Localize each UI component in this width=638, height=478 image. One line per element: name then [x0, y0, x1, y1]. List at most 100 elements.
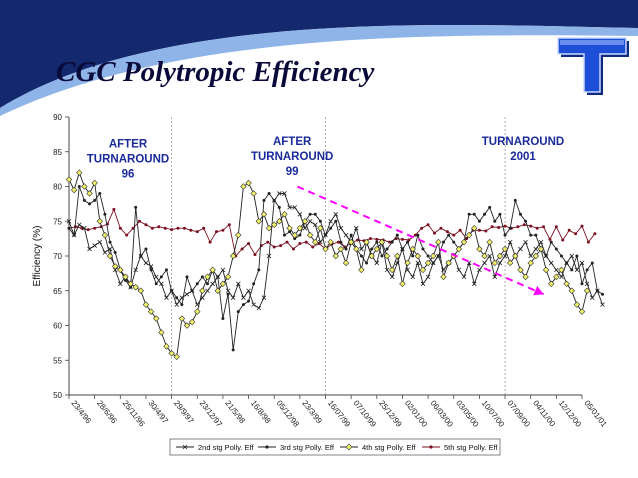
- series-2: [67, 185, 605, 352]
- data-point: [236, 281, 241, 287]
- x-tick-label: 16/8/98: [249, 399, 273, 426]
- data-point: [118, 226, 122, 230]
- data-point: [547, 280, 555, 288]
- data-point: [65, 176, 73, 183]
- data-point: [394, 252, 401, 260]
- data-point: [208, 240, 212, 244]
- data-point: [538, 239, 544, 245]
- legend-label: 4th stg Polly. Eff: [362, 443, 416, 452]
- data-point: [270, 221, 278, 228]
- data-point: [416, 233, 420, 237]
- data-point: [205, 288, 210, 294]
- data-point: [82, 198, 86, 202]
- data-point: [93, 226, 97, 230]
- data-point: [288, 230, 292, 234]
- data-point: [471, 224, 478, 232]
- data-point: [285, 240, 289, 244]
- data-point: [277, 205, 281, 209]
- data-point: [549, 240, 553, 244]
- x-tick-label: 10/07/00: [480, 399, 507, 430]
- data-point: [92, 243, 97, 248]
- y-tick-label: 90: [53, 113, 62, 122]
- data-point: [122, 273, 129, 281]
- data-point: [98, 191, 102, 195]
- legend-marker: [265, 445, 269, 449]
- data-point: [175, 296, 179, 300]
- data-point: [262, 198, 266, 202]
- x-tick-label: 07/10/99: [352, 399, 379, 430]
- data-point: [574, 267, 580, 273]
- data-point: [153, 274, 159, 280]
- data-point: [182, 226, 186, 230]
- data-point: [173, 353, 180, 360]
- data-point: [445, 259, 452, 267]
- data-point: [67, 226, 71, 230]
- data-point: [583, 287, 591, 294]
- annotation-2-line: AFTER: [273, 136, 312, 148]
- data-point: [206, 282, 210, 286]
- data-point: [282, 191, 287, 196]
- data-point: [365, 261, 369, 265]
- data-point: [86, 190, 93, 197]
- data-point: [102, 250, 108, 255]
- data-point: [287, 205, 292, 210]
- data-point: [452, 233, 456, 237]
- data-point: [225, 288, 231, 294]
- data-point: [117, 266, 124, 274]
- data-point: [513, 198, 517, 202]
- data-point: [426, 254, 430, 258]
- data-point: [516, 225, 520, 229]
- data-point: [279, 244, 283, 248]
- data-point: [528, 253, 533, 259]
- series-3: [65, 169, 591, 360]
- data-point: [308, 212, 312, 216]
- data-point: [420, 226, 424, 230]
- data-point: [374, 260, 380, 266]
- data-point: [282, 233, 286, 237]
- data-point: [164, 268, 168, 272]
- data-point: [291, 231, 298, 239]
- data-point: [421, 247, 425, 251]
- data-point: [336, 240, 340, 244]
- x-tick-label: 25/11/96: [121, 399, 147, 429]
- data-point: [575, 254, 579, 258]
- data-point: [512, 252, 519, 260]
- annotation-1-line: TURNAROUND: [87, 154, 169, 166]
- data-point: [344, 247, 348, 251]
- data-point: [313, 212, 317, 216]
- data-point: [415, 260, 421, 266]
- data-point: [483, 212, 487, 216]
- data-point: [317, 224, 324, 232]
- data-point: [281, 211, 288, 218]
- data-point: [503, 224, 507, 228]
- data-point: [433, 231, 437, 235]
- data-point: [276, 218, 283, 225]
- data-point: [221, 228, 225, 232]
- series-1: [66, 191, 605, 311]
- y-tick-label: 80: [53, 183, 62, 192]
- data-point: [101, 231, 109, 239]
- data-point: [388, 240, 392, 244]
- legend-label: 3rd stg Polly. Eff: [280, 443, 335, 452]
- data-point: [257, 268, 261, 272]
- plot-area: [69, 117, 582, 395]
- x-tick-label: 21/5/98: [223, 399, 247, 426]
- data-point: [216, 275, 220, 279]
- data-point: [353, 245, 360, 253]
- data-point: [385, 247, 389, 251]
- data-point: [214, 230, 218, 234]
- data-point: [501, 245, 509, 253]
- data-point: [149, 268, 153, 272]
- data-point: [312, 238, 319, 246]
- data-point: [195, 282, 199, 286]
- x-tick-label: 16/07/99: [326, 399, 353, 430]
- x-tick-label: 28/6/96: [95, 399, 119, 426]
- data-point: [586, 240, 590, 244]
- x-tick-label: 04/11/00: [531, 399, 557, 429]
- data-point: [327, 238, 334, 246]
- data-point: [436, 254, 440, 258]
- data-point: [252, 282, 256, 286]
- data-point: [502, 253, 508, 259]
- data-point: [241, 295, 246, 300]
